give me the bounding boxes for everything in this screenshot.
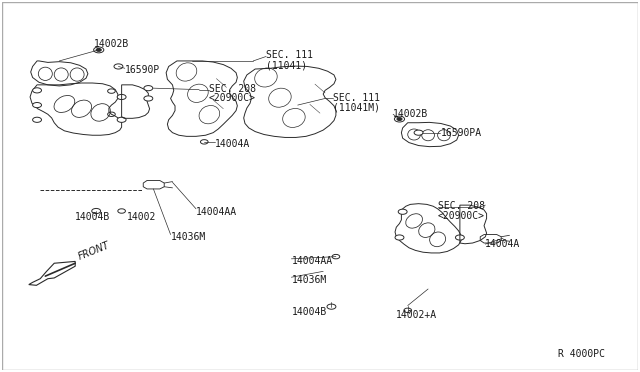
- Circle shape: [394, 116, 404, 122]
- Text: 14004AA: 14004AA: [196, 207, 237, 217]
- Text: 14036M: 14036M: [291, 275, 326, 285]
- Text: 14036M: 14036M: [171, 232, 206, 243]
- Text: 14004A: 14004A: [485, 239, 520, 249]
- Circle shape: [397, 118, 402, 121]
- Circle shape: [117, 94, 126, 100]
- Circle shape: [117, 117, 126, 122]
- Circle shape: [456, 235, 465, 240]
- Text: <20900C>: <20900C>: [209, 93, 256, 103]
- Text: 14002B: 14002B: [393, 109, 428, 119]
- Text: <20900C>: <20900C>: [438, 211, 484, 221]
- Circle shape: [398, 209, 407, 214]
- Circle shape: [92, 208, 100, 214]
- Text: 14004B: 14004B: [291, 307, 326, 317]
- Text: 16590P: 16590P: [125, 65, 160, 75]
- Text: (11041): (11041): [266, 60, 307, 70]
- Text: 14004A: 14004A: [215, 139, 250, 149]
- Text: R 4000PC: R 4000PC: [559, 349, 605, 359]
- Circle shape: [414, 130, 423, 135]
- Text: 16590PA: 16590PA: [441, 128, 482, 138]
- Text: 14002: 14002: [127, 212, 157, 222]
- Text: SEC. 208: SEC. 208: [438, 201, 484, 211]
- Text: 14004AA: 14004AA: [291, 256, 333, 266]
- Text: SEC. 208: SEC. 208: [209, 84, 256, 93]
- Text: SEC. 111: SEC. 111: [266, 51, 313, 60]
- Circle shape: [144, 96, 153, 101]
- Circle shape: [33, 117, 42, 122]
- Circle shape: [114, 64, 123, 69]
- Circle shape: [327, 304, 336, 309]
- Text: 14002+A: 14002+A: [396, 311, 437, 320]
- Text: 14002B: 14002B: [94, 39, 129, 49]
- Text: 14004B: 14004B: [76, 212, 111, 222]
- Circle shape: [33, 88, 42, 93]
- Text: FRONT: FRONT: [77, 240, 112, 262]
- Circle shape: [33, 103, 42, 108]
- Circle shape: [96, 48, 101, 51]
- Circle shape: [93, 47, 104, 53]
- Text: (11041M): (11041M): [333, 103, 380, 113]
- Circle shape: [395, 235, 404, 240]
- Circle shape: [144, 86, 153, 91]
- Text: SEC. 111: SEC. 111: [333, 93, 380, 103]
